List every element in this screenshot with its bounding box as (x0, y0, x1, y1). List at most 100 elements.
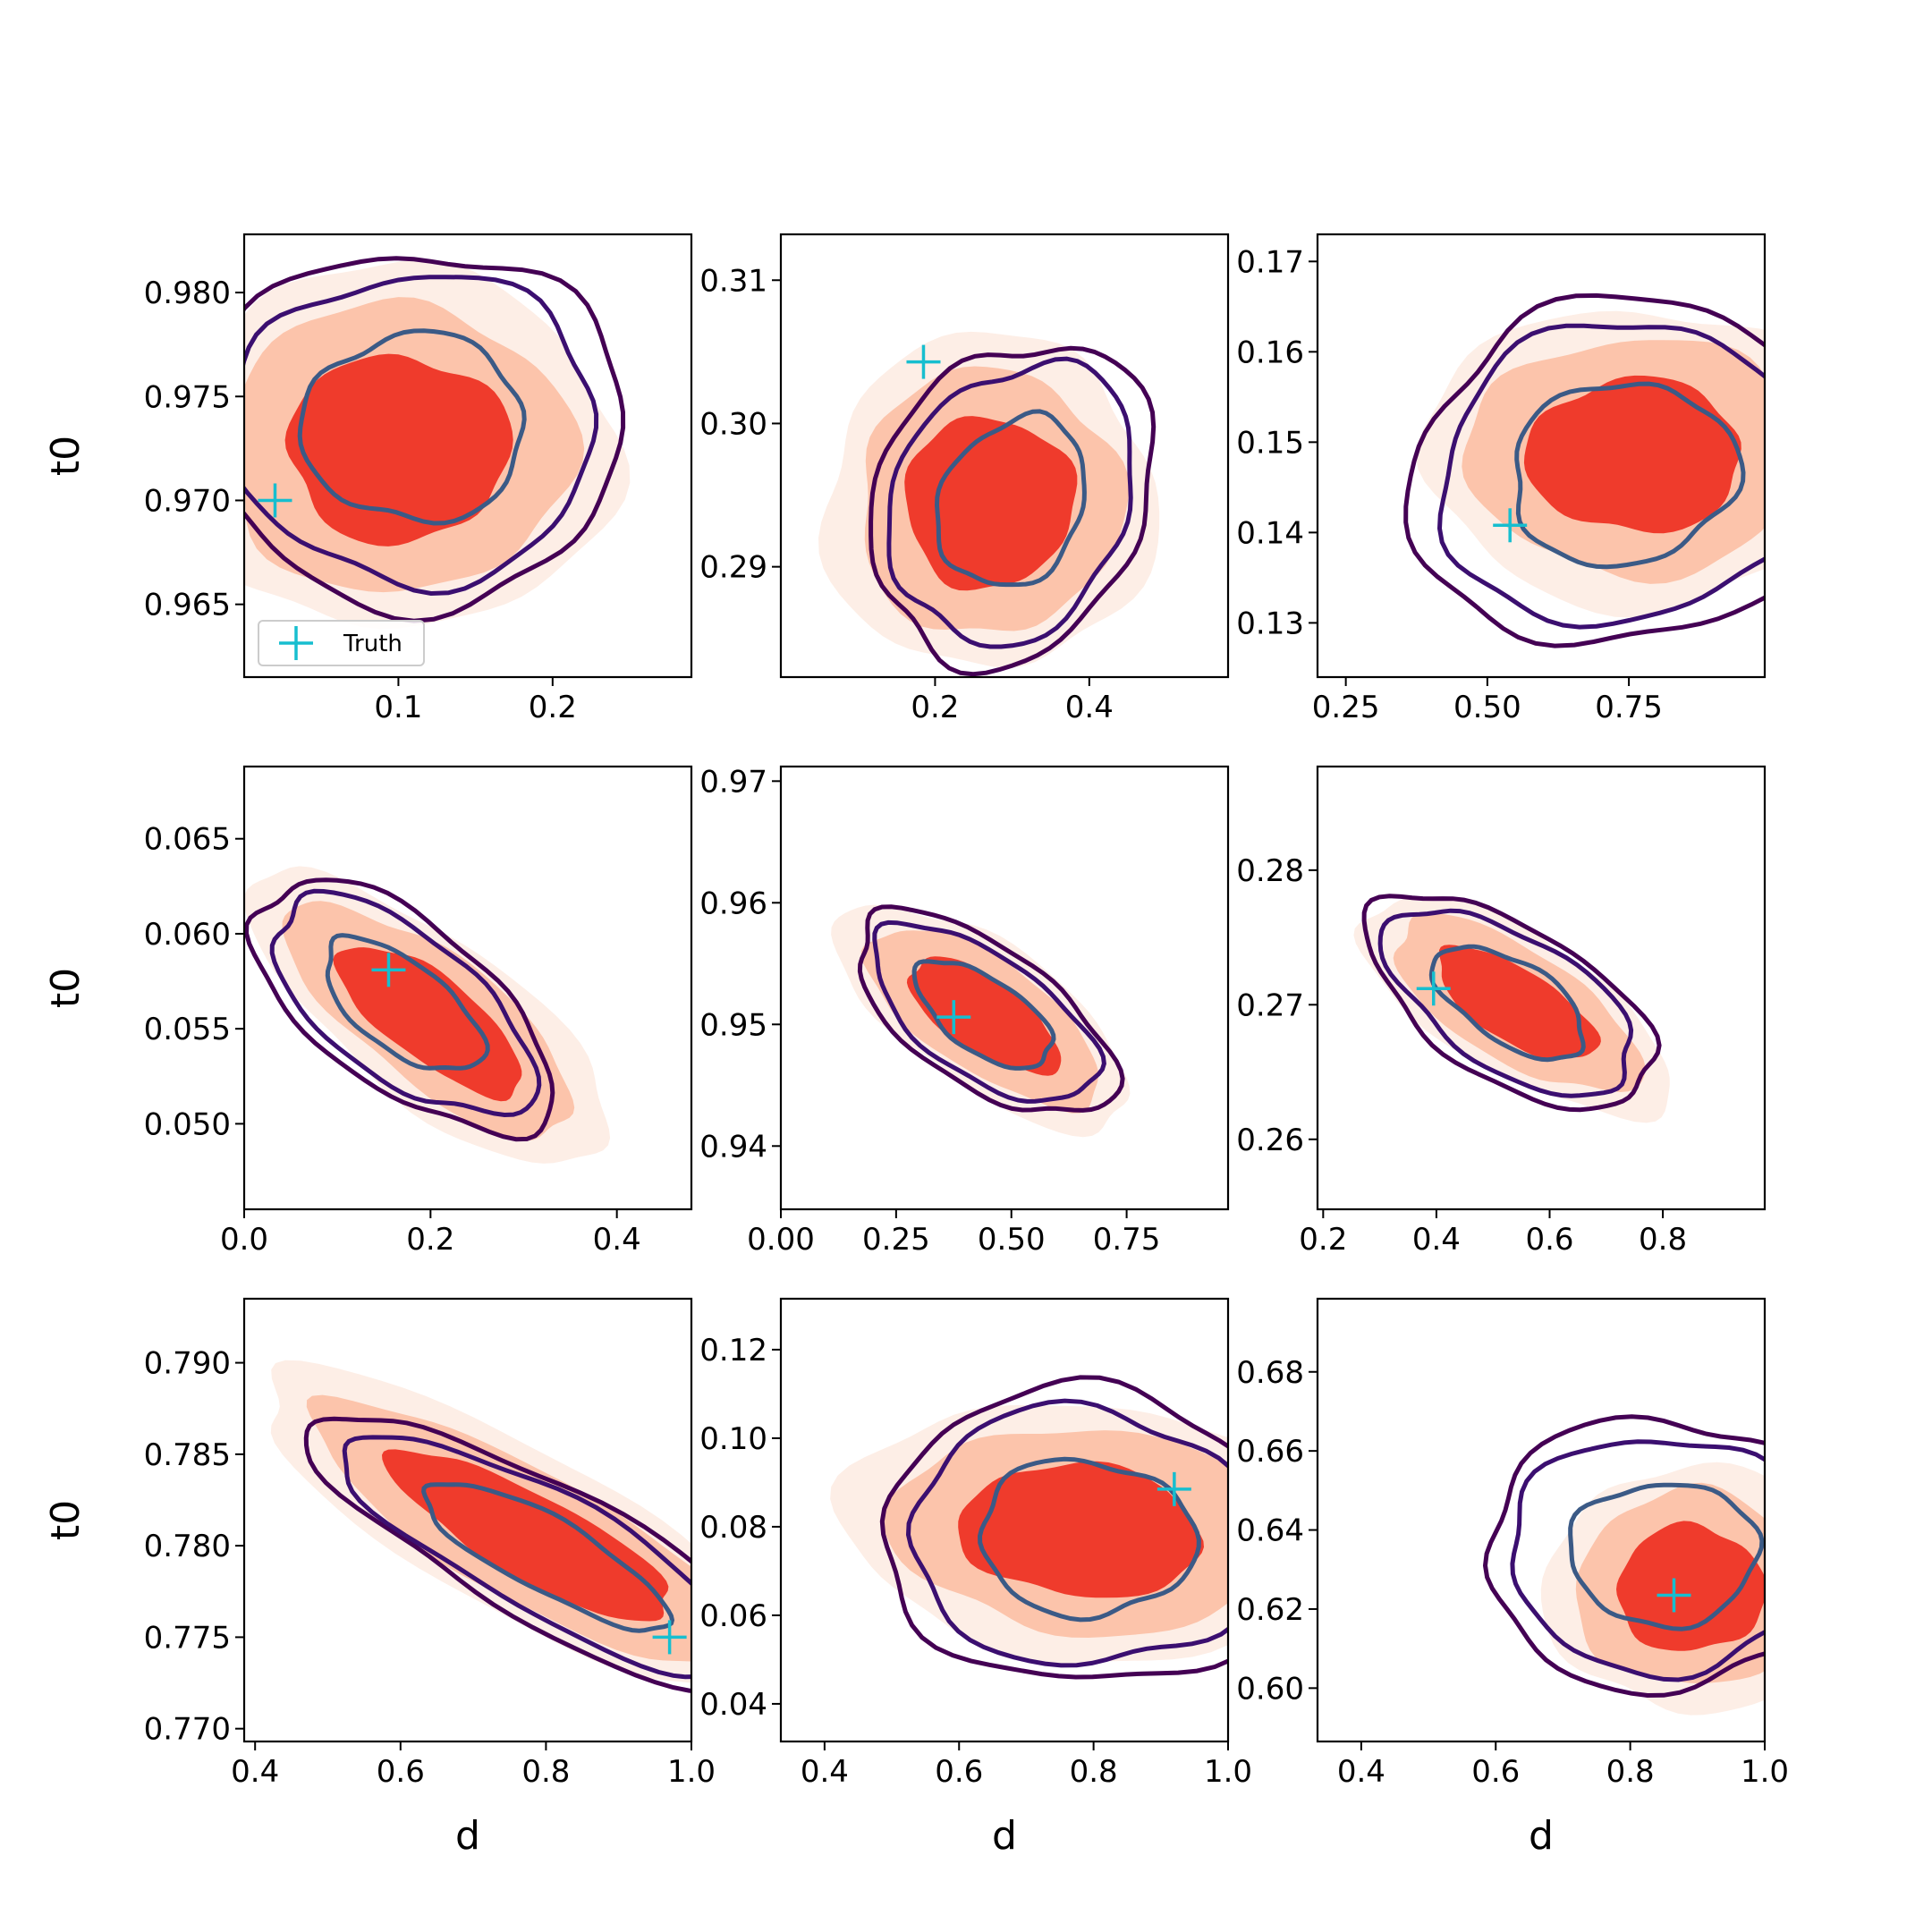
x-tick-label: 0.6 (1525, 1222, 1573, 1258)
y-tick-label: 0.04 (699, 1687, 767, 1723)
contour-line-middle (886, 356, 1133, 649)
contour-line-inner (934, 409, 1087, 588)
subplot-8: 0.4 0.6 0.8 1.0 0.04 0.06 0.08 0.10 0.12 d (699, 1297, 1252, 1859)
subplot-3: 0.25 0.50 0.75 0.13 0.14 0.15 0.16 0.17 (1236, 233, 1767, 725)
y-tick-label: 0.08 (699, 1510, 767, 1546)
contour-line-middle (244, 275, 599, 597)
x-tick-label: 1.0 (1741, 1754, 1789, 1790)
y-tick-label: 0.15 (1236, 425, 1304, 461)
contour-line-outer (303, 1416, 691, 1693)
y-tick-label: 0.14 (1236, 515, 1304, 551)
y-tick-label: 0.30 (699, 406, 767, 442)
y-axis-label: t0 (43, 968, 89, 1008)
y-tick-label: 0.970 (144, 483, 231, 519)
contour-line-outer (1361, 894, 1662, 1113)
x-tick-label: 0.6 (377, 1754, 425, 1790)
x-tick-label: 0.2 (529, 690, 577, 725)
contour-line-outer (1403, 292, 1765, 648)
y-tick-label: 0.27 (1236, 987, 1304, 1023)
contour-line-middle (1377, 908, 1634, 1098)
density-area (830, 1375, 1228, 1680)
truth-marker (1416, 971, 1451, 1006)
contour-line-outer (857, 904, 1125, 1113)
subplot-9: 0.4 0.6 0.8 1.0 0.60 0.62 0.64 0.66 0.68 d (1236, 1297, 1789, 1859)
subplot-6: 0.2 0.4 0.6 0.8 0.26 0.27 0.28 (1236, 765, 1767, 1258)
axes-frame (779, 765, 1230, 1211)
x-axis-label: d (1529, 1813, 1554, 1859)
kde-fill-core (958, 1461, 1204, 1598)
y-tick-label: 0.775 (144, 1620, 231, 1656)
density-area (1482, 1414, 1765, 1716)
contour-line-inner (977, 1456, 1201, 1623)
contour-line-middle (269, 888, 542, 1118)
y-tick-label: 0.13 (1236, 606, 1304, 641)
x-axis-label: d (455, 1813, 480, 1859)
x-tick-label: 1.0 (1204, 1754, 1252, 1790)
y-tick-label: 0.66 (1236, 1434, 1304, 1470)
x-tick-label: 0.2 (406, 1222, 454, 1258)
y-tick-label: 0.26 (1236, 1123, 1304, 1158)
y-tick-label: 0.62 (1236, 1592, 1304, 1628)
kde-fill-core (1523, 375, 1741, 534)
y-tick-label: 0.06 (699, 1598, 767, 1634)
axes-frame (1316, 233, 1767, 679)
axes-frame (242, 1297, 693, 1743)
x-tick-label: 0.4 (593, 1222, 641, 1258)
axes-frame (1316, 765, 1767, 1211)
truth-marker (1157, 1471, 1191, 1506)
truth-marker (258, 483, 292, 518)
contour-line-middle (1510, 1439, 1765, 1682)
truth-marker (906, 344, 941, 379)
legend-truth-marker (279, 626, 313, 660)
x-tick-label: 0.4 (1412, 1222, 1461, 1258)
contour-line-outer (1482, 1414, 1765, 1699)
axes-frame (242, 233, 693, 679)
subplot-4: 0.0 0.2 0.4 0.050 0.055 0.060 0.065 t0 (43, 765, 693, 1258)
contour-line-outer (869, 345, 1157, 677)
density-area (1403, 292, 1765, 648)
y-tick-label: 0.97 (699, 764, 767, 800)
y-tick-label: 0.780 (144, 1529, 231, 1564)
x-axis-label: d (992, 1813, 1017, 1859)
y-axis-label: t0 (43, 436, 89, 476)
kde-fill-core (382, 1449, 669, 1622)
x-tick-label: 0.8 (521, 1754, 570, 1790)
contour-line-inner (1568, 1482, 1765, 1631)
y-tick-label: 0.980 (144, 275, 231, 311)
contour-line-outer (244, 256, 626, 623)
axes-frame (1316, 1297, 1767, 1743)
x-tick-label: 0.2 (911, 690, 959, 725)
contour-line-middle (872, 919, 1106, 1104)
y-axis-label: t0 (43, 1500, 89, 1540)
y-tick-label: 0.29 (699, 550, 767, 586)
x-tick-label: 0.8 (1606, 1754, 1655, 1790)
density-area (831, 904, 1131, 1138)
y-tick-label: 0.96 (699, 886, 767, 921)
y-tick-label: 0.68 (1236, 1355, 1304, 1391)
y-tick-label: 0.31 (699, 263, 767, 299)
y-tick-label: 0.12 (699, 1333, 767, 1368)
density-area (270, 1360, 691, 1693)
x-tick-label: 0.50 (1453, 690, 1521, 725)
x-tick-label: 0.8 (1070, 1754, 1118, 1790)
contour-line-outer (244, 877, 555, 1142)
contour-line-inner (325, 933, 490, 1071)
axes-frame (779, 233, 1230, 679)
y-tick-label: 0.28 (1236, 853, 1304, 889)
contour-line-inner (911, 959, 1056, 1071)
contour-line-middle (1436, 323, 1765, 630)
contour-line-middle (905, 1398, 1228, 1668)
subplot-2: 0.2 0.4 0.29 0.30 0.31 (699, 233, 1230, 725)
y-tick-label: 0.770 (144, 1712, 231, 1748)
y-tick-label: 0.60 (1236, 1671, 1304, 1707)
truth-marker (1493, 508, 1528, 543)
y-tick-label: 0.17 (1236, 244, 1304, 280)
density-area (244, 866, 611, 1164)
x-tick-label: 0.4 (1065, 690, 1114, 725)
x-tick-label: 0.0 (220, 1222, 268, 1258)
x-tick-label: 0.75 (1093, 1222, 1161, 1258)
x-tick-label: 0.00 (747, 1222, 815, 1258)
kde-fill-core (1616, 1521, 1765, 1651)
legend: Truth (258, 620, 425, 666)
